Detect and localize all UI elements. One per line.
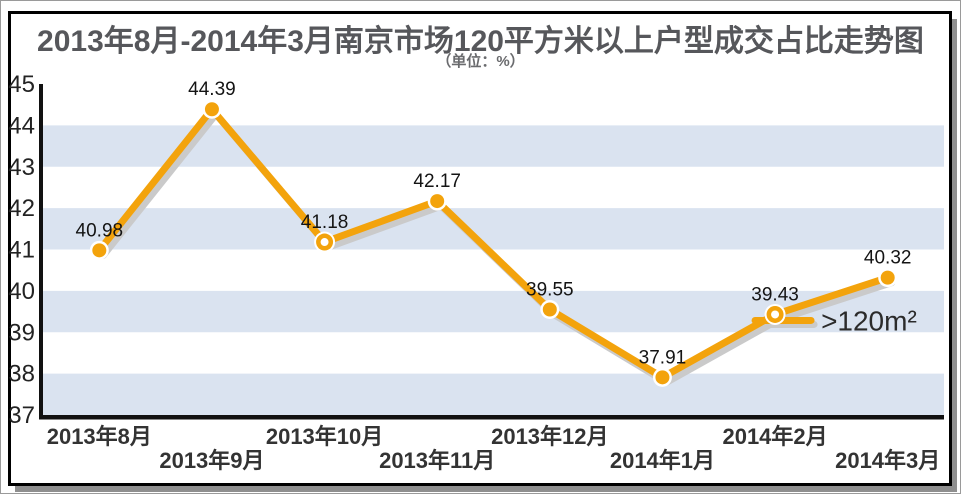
grid-band <box>43 208 944 250</box>
data-point-marker-center <box>320 238 329 247</box>
x-axis-tick-label: 2013年11月 <box>379 448 495 473</box>
x-axis-tick-label: 2013年10月 <box>266 424 383 449</box>
chart-title: 2013年8月-2014年3月南京市场120平方米以上户型成交占比走势图 <box>37 25 924 58</box>
data-point-marker <box>880 270 895 285</box>
value-label: 39.43 <box>751 284 799 305</box>
value-label: 41.18 <box>301 212 349 233</box>
chart-subtitle: （单位：%） <box>436 53 525 70</box>
value-label: 40.98 <box>76 220 124 241</box>
y-axis-tick-label: 39 <box>8 319 35 346</box>
x-axis-tick-label: 2014年1月 <box>610 448 715 473</box>
y-axis-tick-label: 41 <box>8 237 35 264</box>
y-axis-tick-label: 44 <box>8 112 35 139</box>
y-axis-tick-label: 40 <box>8 278 35 305</box>
data-point-marker <box>542 302 557 317</box>
x-axis-tick-label: 2013年12月 <box>491 424 608 449</box>
x-axis-tick-label: 2014年3月 <box>835 448 940 473</box>
y-axis-line <box>39 84 43 419</box>
x-axis-tick-label: 2013年9月 <box>159 448 264 473</box>
series-line <box>95 105 892 381</box>
data-point-marker <box>655 370 670 385</box>
x-axis-line <box>39 415 944 420</box>
value-label: 42.17 <box>413 171 461 192</box>
value-label: 40.32 <box>864 248 912 269</box>
legend-label: >120m² <box>821 305 917 336</box>
y-axis-tick-label: 45 <box>8 71 35 98</box>
data-point-marker <box>430 194 445 209</box>
y-axis-tick-label: 43 <box>8 154 35 181</box>
data-point-marker-center <box>771 310 780 319</box>
data-point-marker <box>92 243 107 258</box>
value-label: 44.39 <box>188 79 236 100</box>
x-axis-tick-label: 2013年8月 <box>47 424 152 449</box>
grid-band <box>43 373 944 415</box>
value-label: 39.55 <box>526 279 574 300</box>
y-axis-tick-label: 38 <box>8 361 35 388</box>
y-axis-tick-label: 37 <box>8 402 35 429</box>
data-point-marker <box>204 102 219 117</box>
y-axis-tick-label: 42 <box>8 195 35 222</box>
value-label: 37.91 <box>639 347 687 368</box>
x-axis-tick-label: 2014年2月 <box>722 424 827 449</box>
